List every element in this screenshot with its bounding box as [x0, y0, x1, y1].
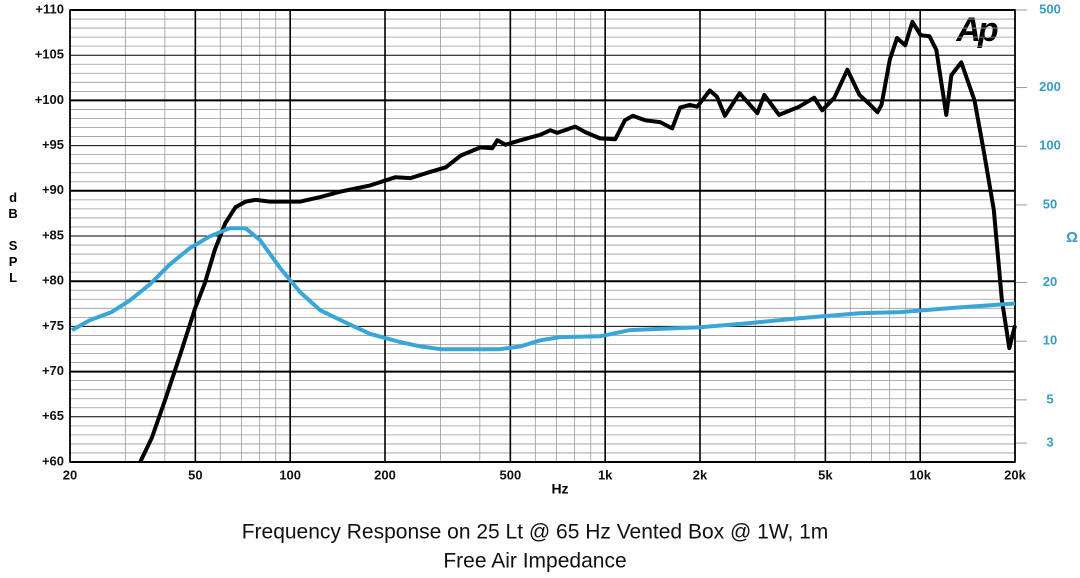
y-tick-label: +75: [42, 318, 64, 333]
y2-tick-label: 200: [1039, 79, 1061, 94]
y-tick-label: +90: [42, 182, 64, 197]
x-tick-label: 10k: [909, 467, 931, 482]
series-line: [71, 226, 1016, 352]
x-tick-label: 1k: [598, 467, 613, 482]
y2-tick-label: 500: [1039, 1, 1061, 16]
y-tick-label: +95: [42, 137, 64, 152]
y-tick-label: +110: [35, 1, 64, 16]
chart-title: Frequency Response on 25 Lt @ 65 Hz Vent…: [242, 521, 829, 544]
x-tick-label: 500: [499, 467, 521, 482]
y2-tick-label: 20: [1043, 274, 1057, 289]
y-tick-label: +80: [42, 273, 64, 288]
x-tick-label: 5k: [818, 467, 833, 482]
x-tick-label: 100: [279, 467, 301, 482]
y2-axis-label: Ω: [1066, 229, 1078, 246]
y2-tick-label: 50: [1043, 196, 1057, 211]
logo: Ap: [955, 11, 998, 49]
x-tick-label: 200: [374, 467, 396, 482]
chart-subtitle: Free Air Impedance: [443, 550, 626, 573]
y-tick-label: +70: [42, 363, 64, 378]
y-tick-label: +60: [42, 453, 64, 468]
y2-tick-label: 100: [1039, 138, 1061, 153]
y-tick-label: +100: [35, 92, 64, 107]
plot-frame: [69, 9, 1016, 463]
y2-tick-label: 10: [1043, 333, 1057, 348]
x-tick-label: 2k: [693, 467, 708, 482]
y-tick-label: +85: [42, 227, 64, 242]
x-tick-label: 50: [188, 467, 202, 482]
y2-tick-label: 5: [1046, 391, 1053, 406]
y-axis-label: dB SPL: [6, 190, 21, 286]
x-axis-label: Hz: [551, 481, 568, 497]
y-tick-label: +105: [35, 47, 64, 62]
series-line: [138, 19, 1017, 463]
y-tick-label: +65: [42, 408, 64, 423]
x-tick-label: 20k: [1004, 467, 1026, 482]
x-tick-label: 20: [63, 467, 77, 482]
y2-tick-label: 3: [1046, 435, 1053, 450]
